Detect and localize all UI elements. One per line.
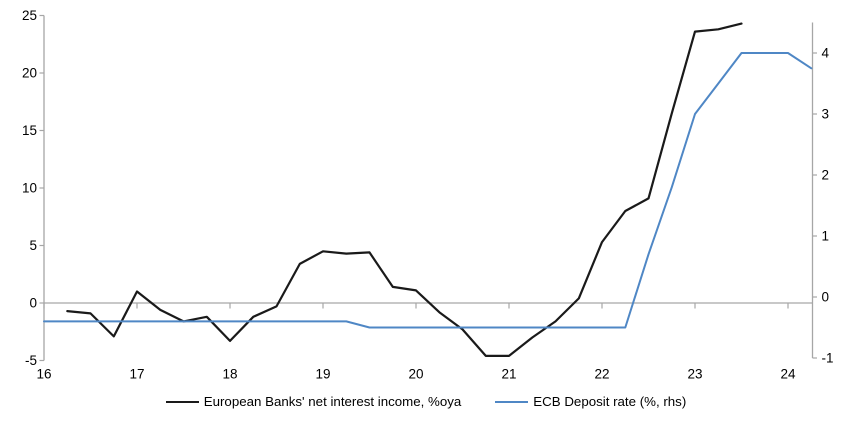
- x-axis-label: 21: [501, 367, 516, 382]
- left-axis-label: 20: [22, 66, 37, 81]
- left-axis-label: 25: [22, 8, 37, 23]
- right-axis-label: 4: [822, 46, 830, 61]
- chart-legend: European Banks' net interest income, %oy…: [0, 394, 852, 409]
- x-axis-label: 17: [129, 367, 144, 382]
- x-axis-label: 22: [594, 367, 609, 382]
- x-axis-label: 24: [780, 367, 796, 382]
- left-axis-label: 10: [22, 181, 37, 196]
- blue-line-sample-icon: [495, 400, 529, 403]
- right-axis-label: 0: [822, 290, 830, 305]
- right-axis-label: -1: [822, 351, 834, 366]
- right-axis-label: 2: [822, 168, 830, 183]
- right-axis-label: 1: [822, 229, 830, 244]
- legend-label-net-interest-income: European Banks' net interest income, %oy…: [203, 394, 462, 409]
- left-axis-label: 15: [22, 123, 37, 138]
- x-axis-label: 19: [315, 367, 330, 382]
- legend-item-net-interest-income: European Banks' net interest income, %oy…: [165, 394, 462, 409]
- left-axis-label: 5: [29, 238, 37, 253]
- right-axis-label: 3: [822, 107, 830, 122]
- black-line-sample-icon: [165, 400, 199, 403]
- left-axis-label: 0: [29, 296, 37, 311]
- left-axis-label: -5: [25, 353, 37, 368]
- x-axis-label: 16: [36, 367, 51, 382]
- legend-label-ecb-deposit-rate: ECB Deposit rate (%, rhs): [533, 394, 687, 409]
- x-axis-label: 23: [687, 367, 702, 382]
- x-axis-label: 18: [222, 367, 237, 382]
- legend-item-ecb-deposit-rate: ECB Deposit rate (%, rhs): [495, 394, 686, 409]
- series-line-net-interest-income: [66, 22, 743, 357]
- x-axis-label: 20: [408, 367, 423, 382]
- series-line-ecb-deposit-rate: [43, 52, 813, 329]
